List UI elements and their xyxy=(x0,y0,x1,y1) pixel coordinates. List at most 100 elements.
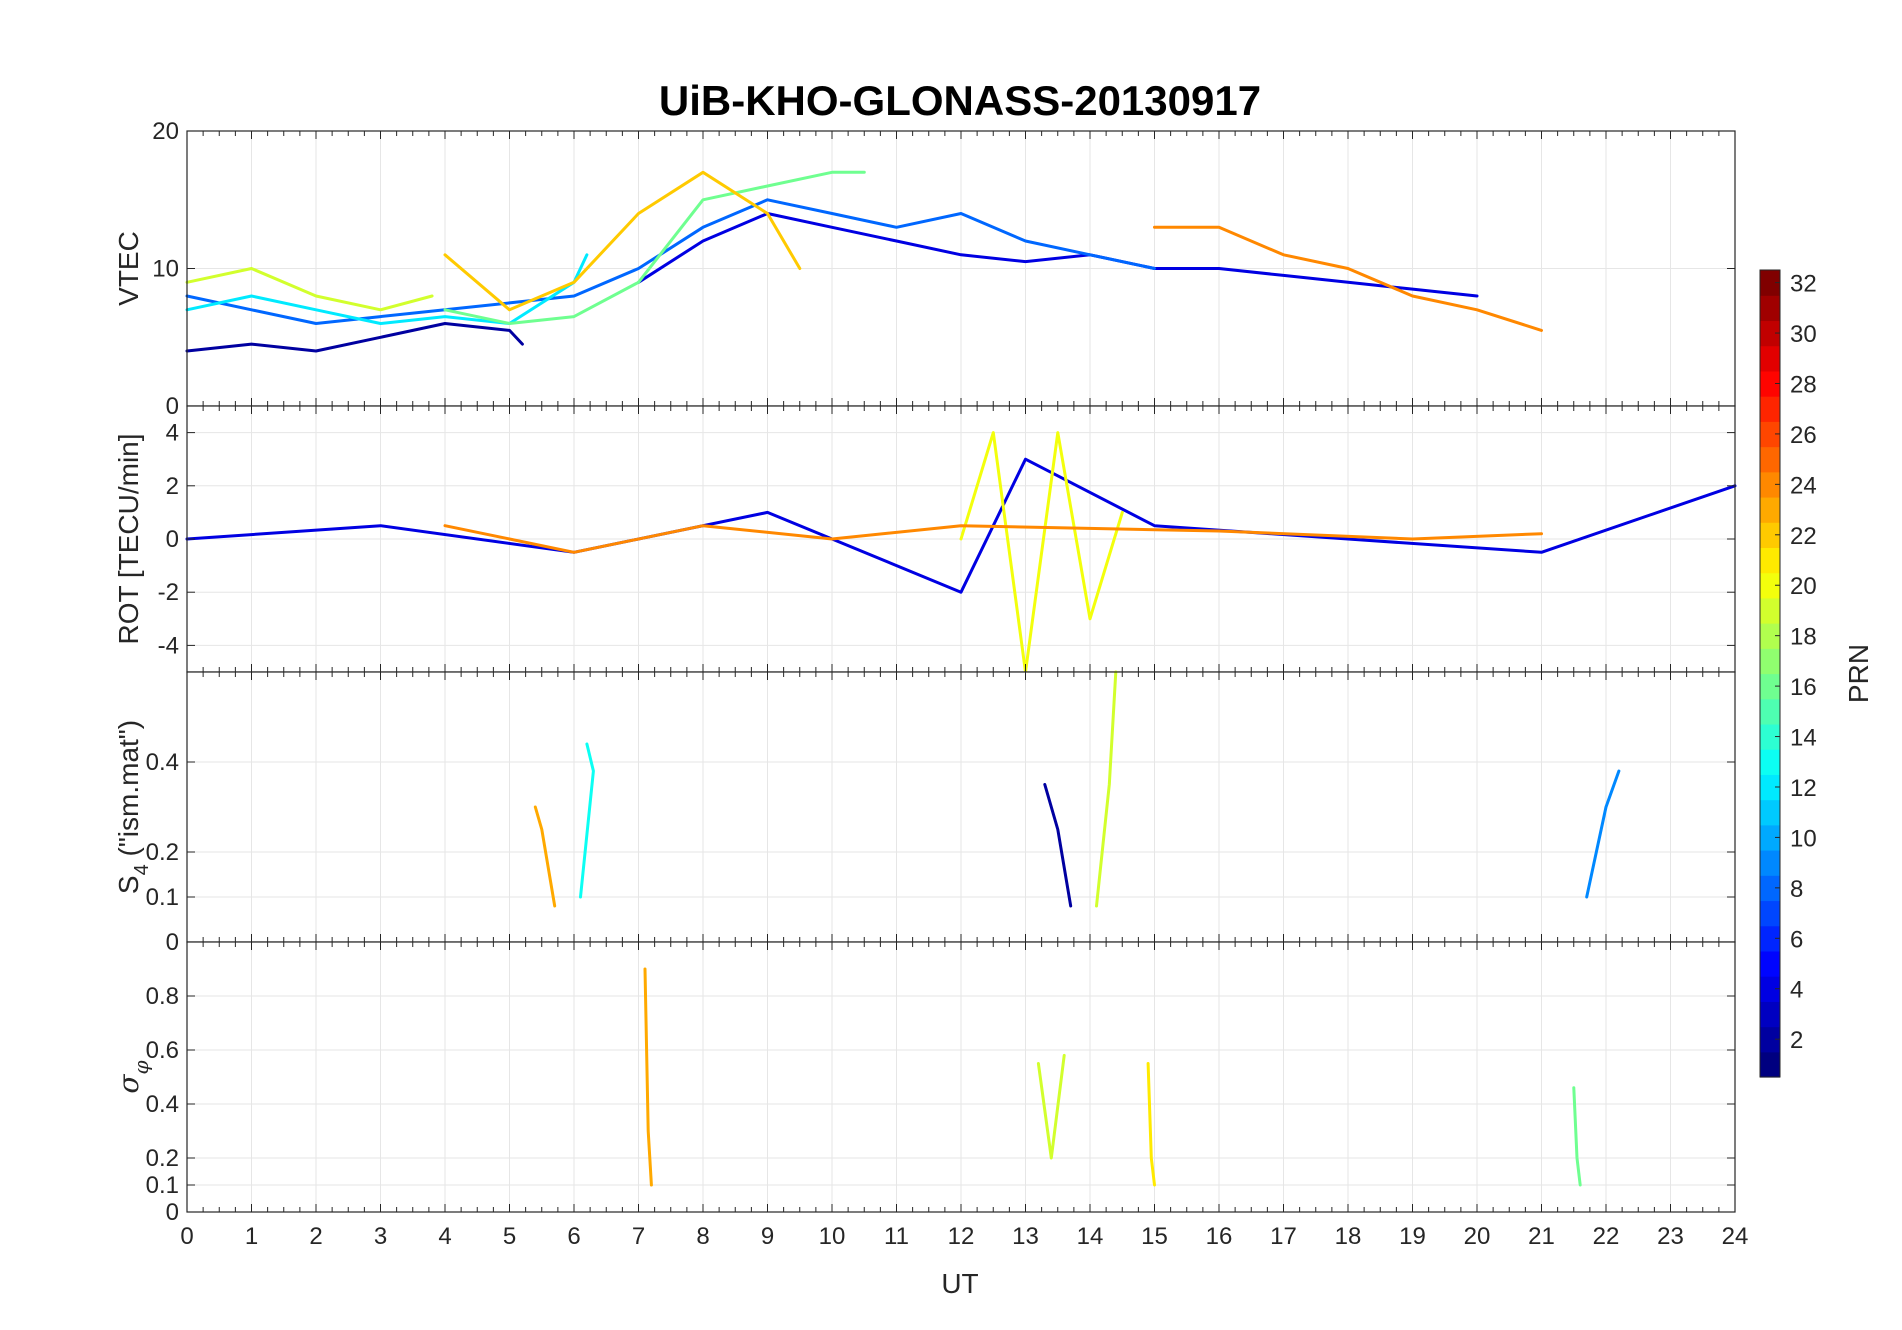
colorbar-tick-label: 2 xyxy=(1790,1027,1803,1054)
colorbar-tick-label: 30 xyxy=(1790,321,1817,348)
colorbar-tick-label: 8 xyxy=(1790,876,1803,903)
x-tick-label: 18 xyxy=(1335,1223,1362,1250)
colorbar-tick-label: 28 xyxy=(1790,371,1817,398)
colorbar-segment xyxy=(1760,1026,1780,1053)
x-tick-label: 24 xyxy=(1722,1223,1749,1250)
colorbar-tick-label: 26 xyxy=(1790,422,1817,449)
x-tick-label: 22 xyxy=(1593,1223,1620,1250)
colorbar-segment xyxy=(1760,950,1780,977)
y-tick-label: 0 xyxy=(166,1199,179,1226)
y-axis-label: ROT [TECU/min] xyxy=(113,433,144,644)
colorbar-segment xyxy=(1760,320,1780,347)
colorbar-segment xyxy=(1760,345,1780,372)
y-axis-label: σφ xyxy=(112,1060,153,1093)
y-axis-label: S4 ("ism.mat") xyxy=(113,720,153,894)
x-tick-label: 3 xyxy=(374,1223,387,1250)
x-tick-label: 23 xyxy=(1657,1223,1684,1250)
series-prn-23 xyxy=(533,805,557,908)
series-prn-24 xyxy=(1153,225,1543,332)
x-tick-label: 17 xyxy=(1270,1223,1297,1250)
colorbar-segment xyxy=(1760,597,1780,624)
colorbar-segment xyxy=(1760,421,1780,448)
y-axis-label-sub: 4 xyxy=(131,864,153,875)
y-tick-label: 10 xyxy=(152,256,179,283)
series-prn-12 xyxy=(185,253,589,325)
colorbar-segment xyxy=(1760,723,1780,750)
series-prn-22 xyxy=(443,170,802,312)
colorbar-segment xyxy=(1760,900,1780,927)
x-tick-label: 21 xyxy=(1528,1223,1555,1250)
colorbar-segment xyxy=(1760,698,1780,725)
colorbar-tick-label: 16 xyxy=(1790,674,1817,701)
series-prn-16 xyxy=(443,170,866,325)
colorbar-tick-label: 32 xyxy=(1790,271,1817,298)
x-tick-label: 20 xyxy=(1464,1223,1491,1250)
colorbar-segment xyxy=(1760,824,1780,851)
colorbar-segment xyxy=(1760,1051,1780,1078)
x-tick-label: 8 xyxy=(696,1223,709,1250)
y-axis-label: VTEC xyxy=(113,231,144,306)
x-tick-label: 13 xyxy=(1012,1223,1039,1250)
y-axis-label-rest: ("ism.mat") xyxy=(113,720,144,864)
colorbar-tick-label: 18 xyxy=(1790,624,1817,651)
colorbar-tick-label: 12 xyxy=(1790,775,1817,802)
x-axis: 0 1 2 3 4 5 6 7 8 9 10 11 12 13 14 15 16 17 18 19 20 21 22 23 24 xyxy=(180,1223,1748,1250)
colorbar-tick-label: 14 xyxy=(1790,725,1817,752)
x-tick-label: 7 xyxy=(632,1223,645,1250)
panel-1: 0 10 20 VTEC xyxy=(113,118,1736,420)
x-tick-label: 19 xyxy=(1399,1223,1426,1250)
colorbar-frame xyxy=(1759,269,1781,1078)
colorbar-segment xyxy=(1760,572,1780,599)
x-tick-label: 10 xyxy=(819,1223,846,1250)
panel-3: 00.10.20.4S4 ("ism.mat") xyxy=(113,670,1736,956)
colorbar-segment xyxy=(1760,976,1780,1002)
colorbar-segment xyxy=(1760,396,1780,422)
series-prn-21 xyxy=(1146,1062,1156,1187)
colorbar-tick-label: 22 xyxy=(1790,523,1817,550)
y-tick-label: 0.2 xyxy=(146,839,179,866)
colorbar-segment xyxy=(1760,471,1780,498)
x-tick-label: 1 xyxy=(245,1223,258,1250)
y-tick-label: 0.4 xyxy=(146,1091,179,1118)
colorbar-segment xyxy=(1760,623,1780,649)
series-prn-2 xyxy=(1043,783,1073,908)
y-tick-label: 0.1 xyxy=(146,1172,179,1199)
colorbar-segment xyxy=(1760,648,1780,675)
panel-2: -4 -2 0 2 4 ROT [TECU/min] xyxy=(113,405,1737,674)
series-prn-16 xyxy=(1572,1086,1582,1187)
y-tick-label: 0.1 xyxy=(146,884,179,911)
colorbar-segment xyxy=(1760,850,1780,876)
series-prn-2 xyxy=(185,322,524,353)
x-tick-label: 9 xyxy=(761,1223,774,1250)
colorbar-segment xyxy=(1760,925,1780,952)
y-tick-label: 0 xyxy=(166,393,179,420)
colorbar-segment xyxy=(1760,270,1780,296)
series-prn-23 xyxy=(643,967,653,1187)
colorbar-segment xyxy=(1760,673,1780,700)
y-tick-label: 20 xyxy=(152,118,179,145)
series-prn-20 xyxy=(959,431,1124,674)
colorbar-segment xyxy=(1760,446,1780,473)
colorbar-segment xyxy=(1760,295,1780,322)
x-tick-label: 11 xyxy=(884,1223,909,1250)
x-tick-label: 6 xyxy=(567,1223,580,1250)
colorbar-tick-label: 4 xyxy=(1790,977,1803,1004)
x-tick-label: 5 xyxy=(503,1223,516,1250)
series-prn-19 xyxy=(1036,1053,1066,1160)
x-tick-label: 14 xyxy=(1077,1223,1104,1250)
x-tick-label: 12 xyxy=(948,1223,975,1250)
x-tick-label: 2 xyxy=(309,1223,322,1250)
colorbar-segment xyxy=(1760,522,1780,549)
colorbar-segment xyxy=(1760,496,1780,523)
y-tick-label: 4 xyxy=(166,420,179,447)
y-axis-label-main: S xyxy=(113,875,144,894)
panel-4: 00.10.2 0.4 0.6 0.8 σφ xyxy=(112,941,1736,1226)
y-tick-label: -2 xyxy=(158,579,179,606)
colorbar-segment xyxy=(1760,875,1780,902)
x-tick-label: 4 xyxy=(438,1223,451,1250)
y-axis-label-main: σ xyxy=(112,1074,145,1094)
chart-title: UiB-KHO-GLONASS-20130917 xyxy=(659,77,1261,124)
colorbar-tick-label: 6 xyxy=(1790,926,1803,953)
